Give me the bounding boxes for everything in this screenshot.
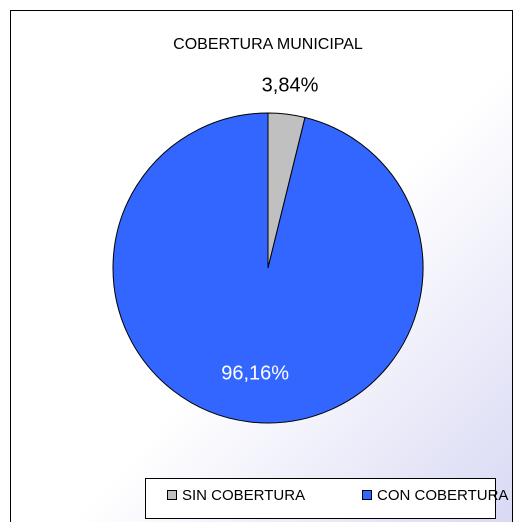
legend-label: CON COBERTURA <box>377 487 508 504</box>
legend-swatch <box>362 490 372 500</box>
chart-title: COBERTURA MUNICIPAL <box>173 36 363 53</box>
legend-label: SIN COBERTURA <box>182 487 305 504</box>
legend <box>145 478 496 519</box>
data-label: 3,84% <box>262 75 319 97</box>
legend-swatch <box>167 490 177 500</box>
data-label: 96,16% <box>221 362 289 384</box>
pie-slice <box>112 112 424 424</box>
